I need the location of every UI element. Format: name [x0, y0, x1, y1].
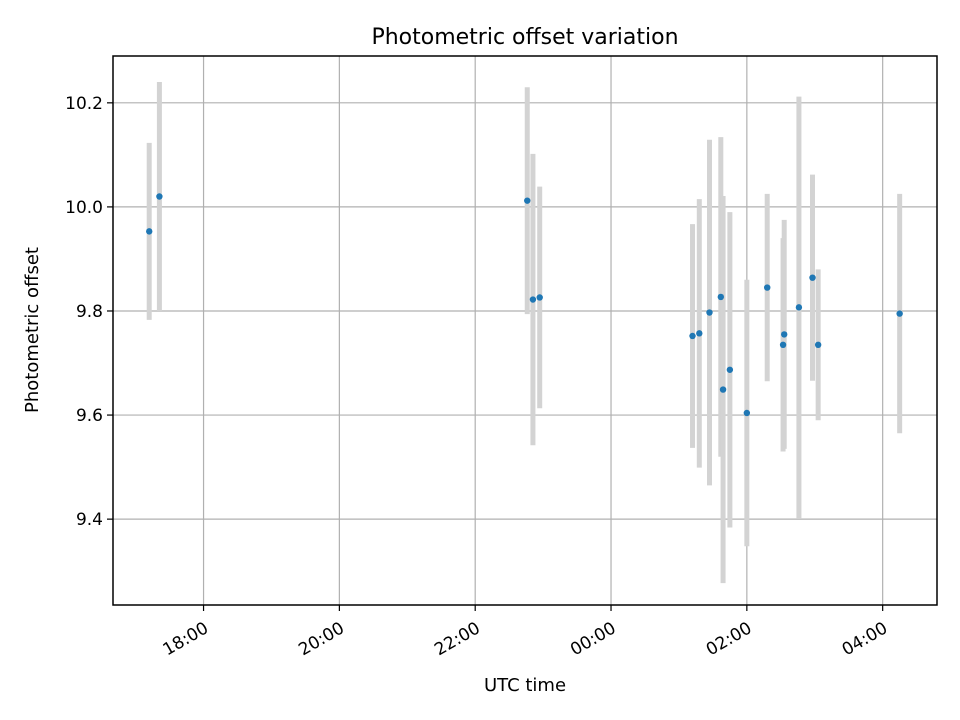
- data-point: [529, 296, 537, 303]
- y-tick-label: 9.6: [76, 406, 103, 426]
- y-tick-label: 9.4: [76, 510, 103, 530]
- data-point: [689, 332, 696, 340]
- chart-title: Photometric offset variation: [371, 25, 678, 50]
- data-point: [726, 366, 734, 373]
- data-point: [146, 228, 153, 235]
- plot-frame: [112, 55, 938, 606]
- data-point: [706, 309, 713, 316]
- data-point: [696, 330, 703, 337]
- data-point: [809, 274, 816, 281]
- data-point: [524, 197, 531, 204]
- y-axis-ticks: 9.4 9.6 9.8 10.0 10.2: [65, 94, 113, 530]
- data-point: [764, 284, 771, 291]
- data-point: [779, 341, 787, 349]
- data-point: [896, 310, 903, 317]
- data-point: [743, 409, 751, 417]
- data-point: [156, 193, 163, 200]
- data-point: [780, 331, 788, 338]
- data-point: [536, 294, 543, 301]
- x-axis-label: UTC time: [484, 675, 566, 696]
- data-point: [814, 341, 822, 349]
- y-tick-label: 10.2: [65, 94, 103, 114]
- data-point: [717, 293, 725, 301]
- data-point: [795, 304, 803, 311]
- data-points: [146, 193, 903, 417]
- data-point: [719, 386, 727, 393]
- y-tick-label: 10.0: [65, 198, 103, 218]
- y-axis-label: Photometric offset: [22, 247, 43, 413]
- y-tick-label: 9.8: [76, 302, 103, 322]
